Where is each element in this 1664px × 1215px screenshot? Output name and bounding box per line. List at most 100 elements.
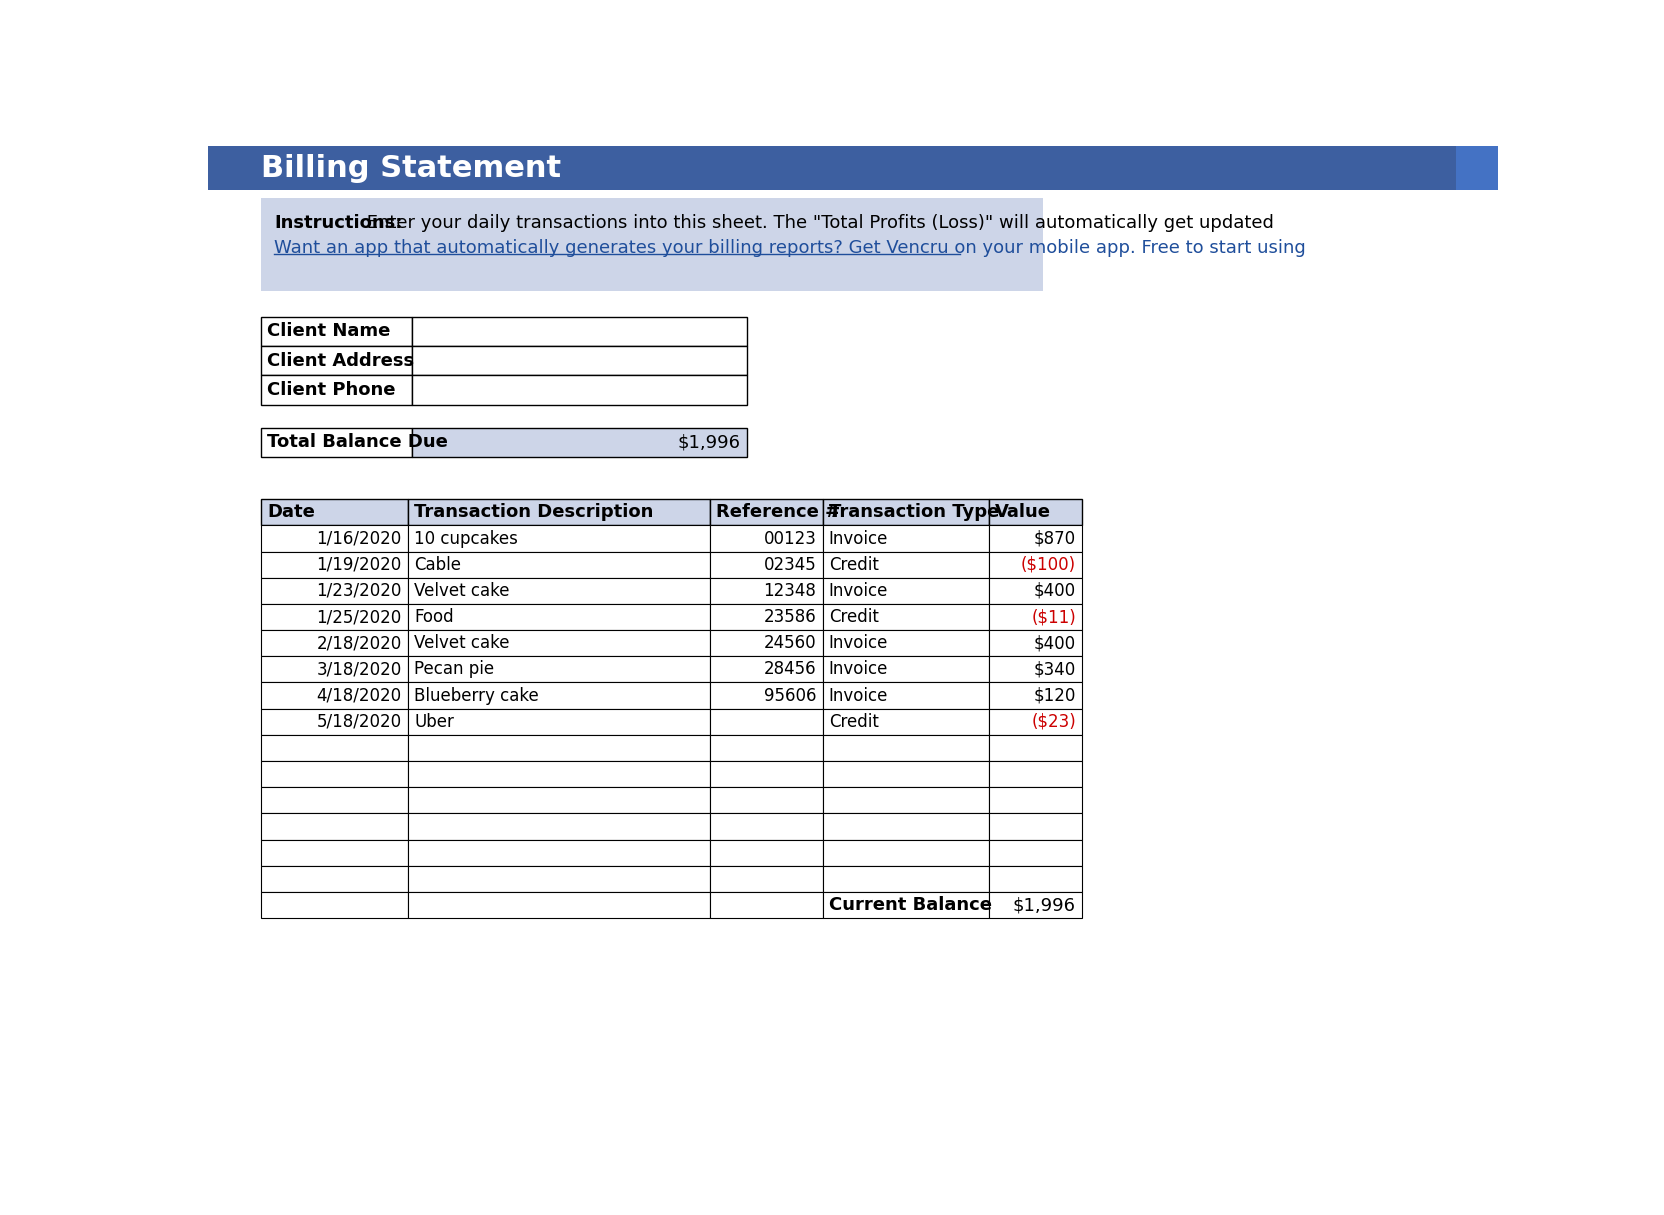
FancyBboxPatch shape [408, 813, 711, 840]
Text: 12348: 12348 [764, 582, 817, 600]
Text: Want an app that automatically generates your billing reports? Get Vencru on you: Want an app that automatically generates… [275, 239, 1306, 258]
Text: Uber: Uber [414, 713, 454, 730]
Text: Value: Value [995, 503, 1052, 521]
Text: 95606: 95606 [764, 686, 817, 705]
FancyBboxPatch shape [411, 346, 747, 375]
Text: 00123: 00123 [764, 530, 817, 548]
Text: Total Balance Due: Total Balance Due [266, 434, 448, 451]
Text: $870: $870 [1033, 530, 1077, 548]
FancyBboxPatch shape [261, 552, 408, 578]
FancyBboxPatch shape [988, 499, 1082, 525]
FancyBboxPatch shape [822, 683, 988, 708]
Text: Credit: Credit [829, 608, 879, 626]
Text: 1/19/2020: 1/19/2020 [316, 555, 401, 573]
FancyBboxPatch shape [261, 604, 408, 631]
Text: Current Balance: Current Balance [829, 895, 992, 914]
Text: ($100): ($100) [1022, 555, 1077, 573]
FancyBboxPatch shape [408, 735, 711, 761]
FancyBboxPatch shape [411, 428, 747, 457]
FancyBboxPatch shape [408, 525, 711, 552]
FancyBboxPatch shape [261, 683, 408, 708]
Text: 28456: 28456 [764, 661, 817, 678]
FancyBboxPatch shape [1456, 146, 1498, 191]
Text: $1,996: $1,996 [677, 434, 740, 451]
Text: 3/18/2020: 3/18/2020 [316, 661, 401, 678]
FancyBboxPatch shape [711, 892, 822, 919]
Text: 02345: 02345 [764, 555, 817, 573]
FancyBboxPatch shape [408, 787, 711, 813]
Text: Velvet cake: Velvet cake [414, 634, 509, 652]
Text: 1/23/2020: 1/23/2020 [316, 582, 401, 600]
FancyBboxPatch shape [261, 866, 408, 892]
FancyBboxPatch shape [988, 552, 1082, 578]
FancyBboxPatch shape [822, 892, 988, 919]
Text: 4/18/2020: 4/18/2020 [316, 686, 401, 705]
FancyBboxPatch shape [408, 656, 711, 683]
FancyBboxPatch shape [822, 735, 988, 761]
FancyBboxPatch shape [988, 813, 1082, 840]
FancyBboxPatch shape [988, 578, 1082, 604]
FancyBboxPatch shape [988, 525, 1082, 552]
FancyBboxPatch shape [711, 735, 822, 761]
FancyBboxPatch shape [408, 840, 711, 866]
FancyBboxPatch shape [408, 499, 711, 525]
FancyBboxPatch shape [408, 892, 711, 919]
Text: Reference #: Reference # [717, 503, 840, 521]
FancyBboxPatch shape [408, 708, 711, 735]
Text: Transaction Type: Transaction Type [829, 503, 998, 521]
FancyBboxPatch shape [261, 631, 408, 656]
Text: Invoice: Invoice [829, 530, 889, 548]
FancyBboxPatch shape [408, 604, 711, 631]
FancyBboxPatch shape [988, 866, 1082, 892]
FancyBboxPatch shape [261, 813, 408, 840]
FancyBboxPatch shape [822, 840, 988, 866]
FancyBboxPatch shape [711, 708, 822, 735]
FancyBboxPatch shape [261, 525, 408, 552]
FancyBboxPatch shape [261, 656, 408, 683]
FancyBboxPatch shape [988, 631, 1082, 656]
Text: Instructions:: Instructions: [275, 214, 403, 232]
Text: ($23): ($23) [1032, 713, 1077, 730]
Text: Credit: Credit [829, 555, 879, 573]
Text: 24560: 24560 [764, 634, 817, 652]
FancyBboxPatch shape [988, 735, 1082, 761]
Text: Food: Food [414, 608, 454, 626]
FancyBboxPatch shape [711, 683, 822, 708]
Text: Invoice: Invoice [829, 634, 889, 652]
FancyBboxPatch shape [408, 552, 711, 578]
FancyBboxPatch shape [261, 317, 411, 346]
FancyBboxPatch shape [822, 866, 988, 892]
Text: $340: $340 [1033, 661, 1077, 678]
FancyBboxPatch shape [408, 578, 711, 604]
Text: ($11): ($11) [1032, 608, 1077, 626]
FancyBboxPatch shape [261, 840, 408, 866]
Text: Cable: Cable [414, 555, 461, 573]
Text: Invoice: Invoice [829, 582, 889, 600]
Text: 1/25/2020: 1/25/2020 [316, 608, 401, 626]
Text: $120: $120 [1033, 686, 1077, 705]
FancyBboxPatch shape [261, 428, 411, 457]
Text: Enter your daily transactions into this sheet. The "Total Profits (Loss)" will a: Enter your daily transactions into this … [361, 214, 1275, 232]
FancyBboxPatch shape [261, 735, 408, 761]
Text: Invoice: Invoice [829, 686, 889, 705]
FancyBboxPatch shape [711, 866, 822, 892]
FancyBboxPatch shape [261, 708, 408, 735]
FancyBboxPatch shape [822, 552, 988, 578]
FancyBboxPatch shape [711, 499, 822, 525]
Text: $400: $400 [1033, 582, 1077, 600]
Text: Credit: Credit [829, 713, 879, 730]
FancyBboxPatch shape [411, 375, 747, 405]
Text: Velvet cake: Velvet cake [414, 582, 509, 600]
FancyBboxPatch shape [408, 866, 711, 892]
FancyBboxPatch shape [711, 656, 822, 683]
FancyBboxPatch shape [822, 604, 988, 631]
FancyBboxPatch shape [261, 787, 408, 813]
FancyBboxPatch shape [261, 761, 408, 787]
FancyBboxPatch shape [208, 146, 1498, 191]
FancyBboxPatch shape [822, 787, 988, 813]
FancyBboxPatch shape [822, 656, 988, 683]
FancyBboxPatch shape [988, 604, 1082, 631]
FancyBboxPatch shape [261, 375, 411, 405]
FancyBboxPatch shape [711, 604, 822, 631]
FancyBboxPatch shape [711, 578, 822, 604]
